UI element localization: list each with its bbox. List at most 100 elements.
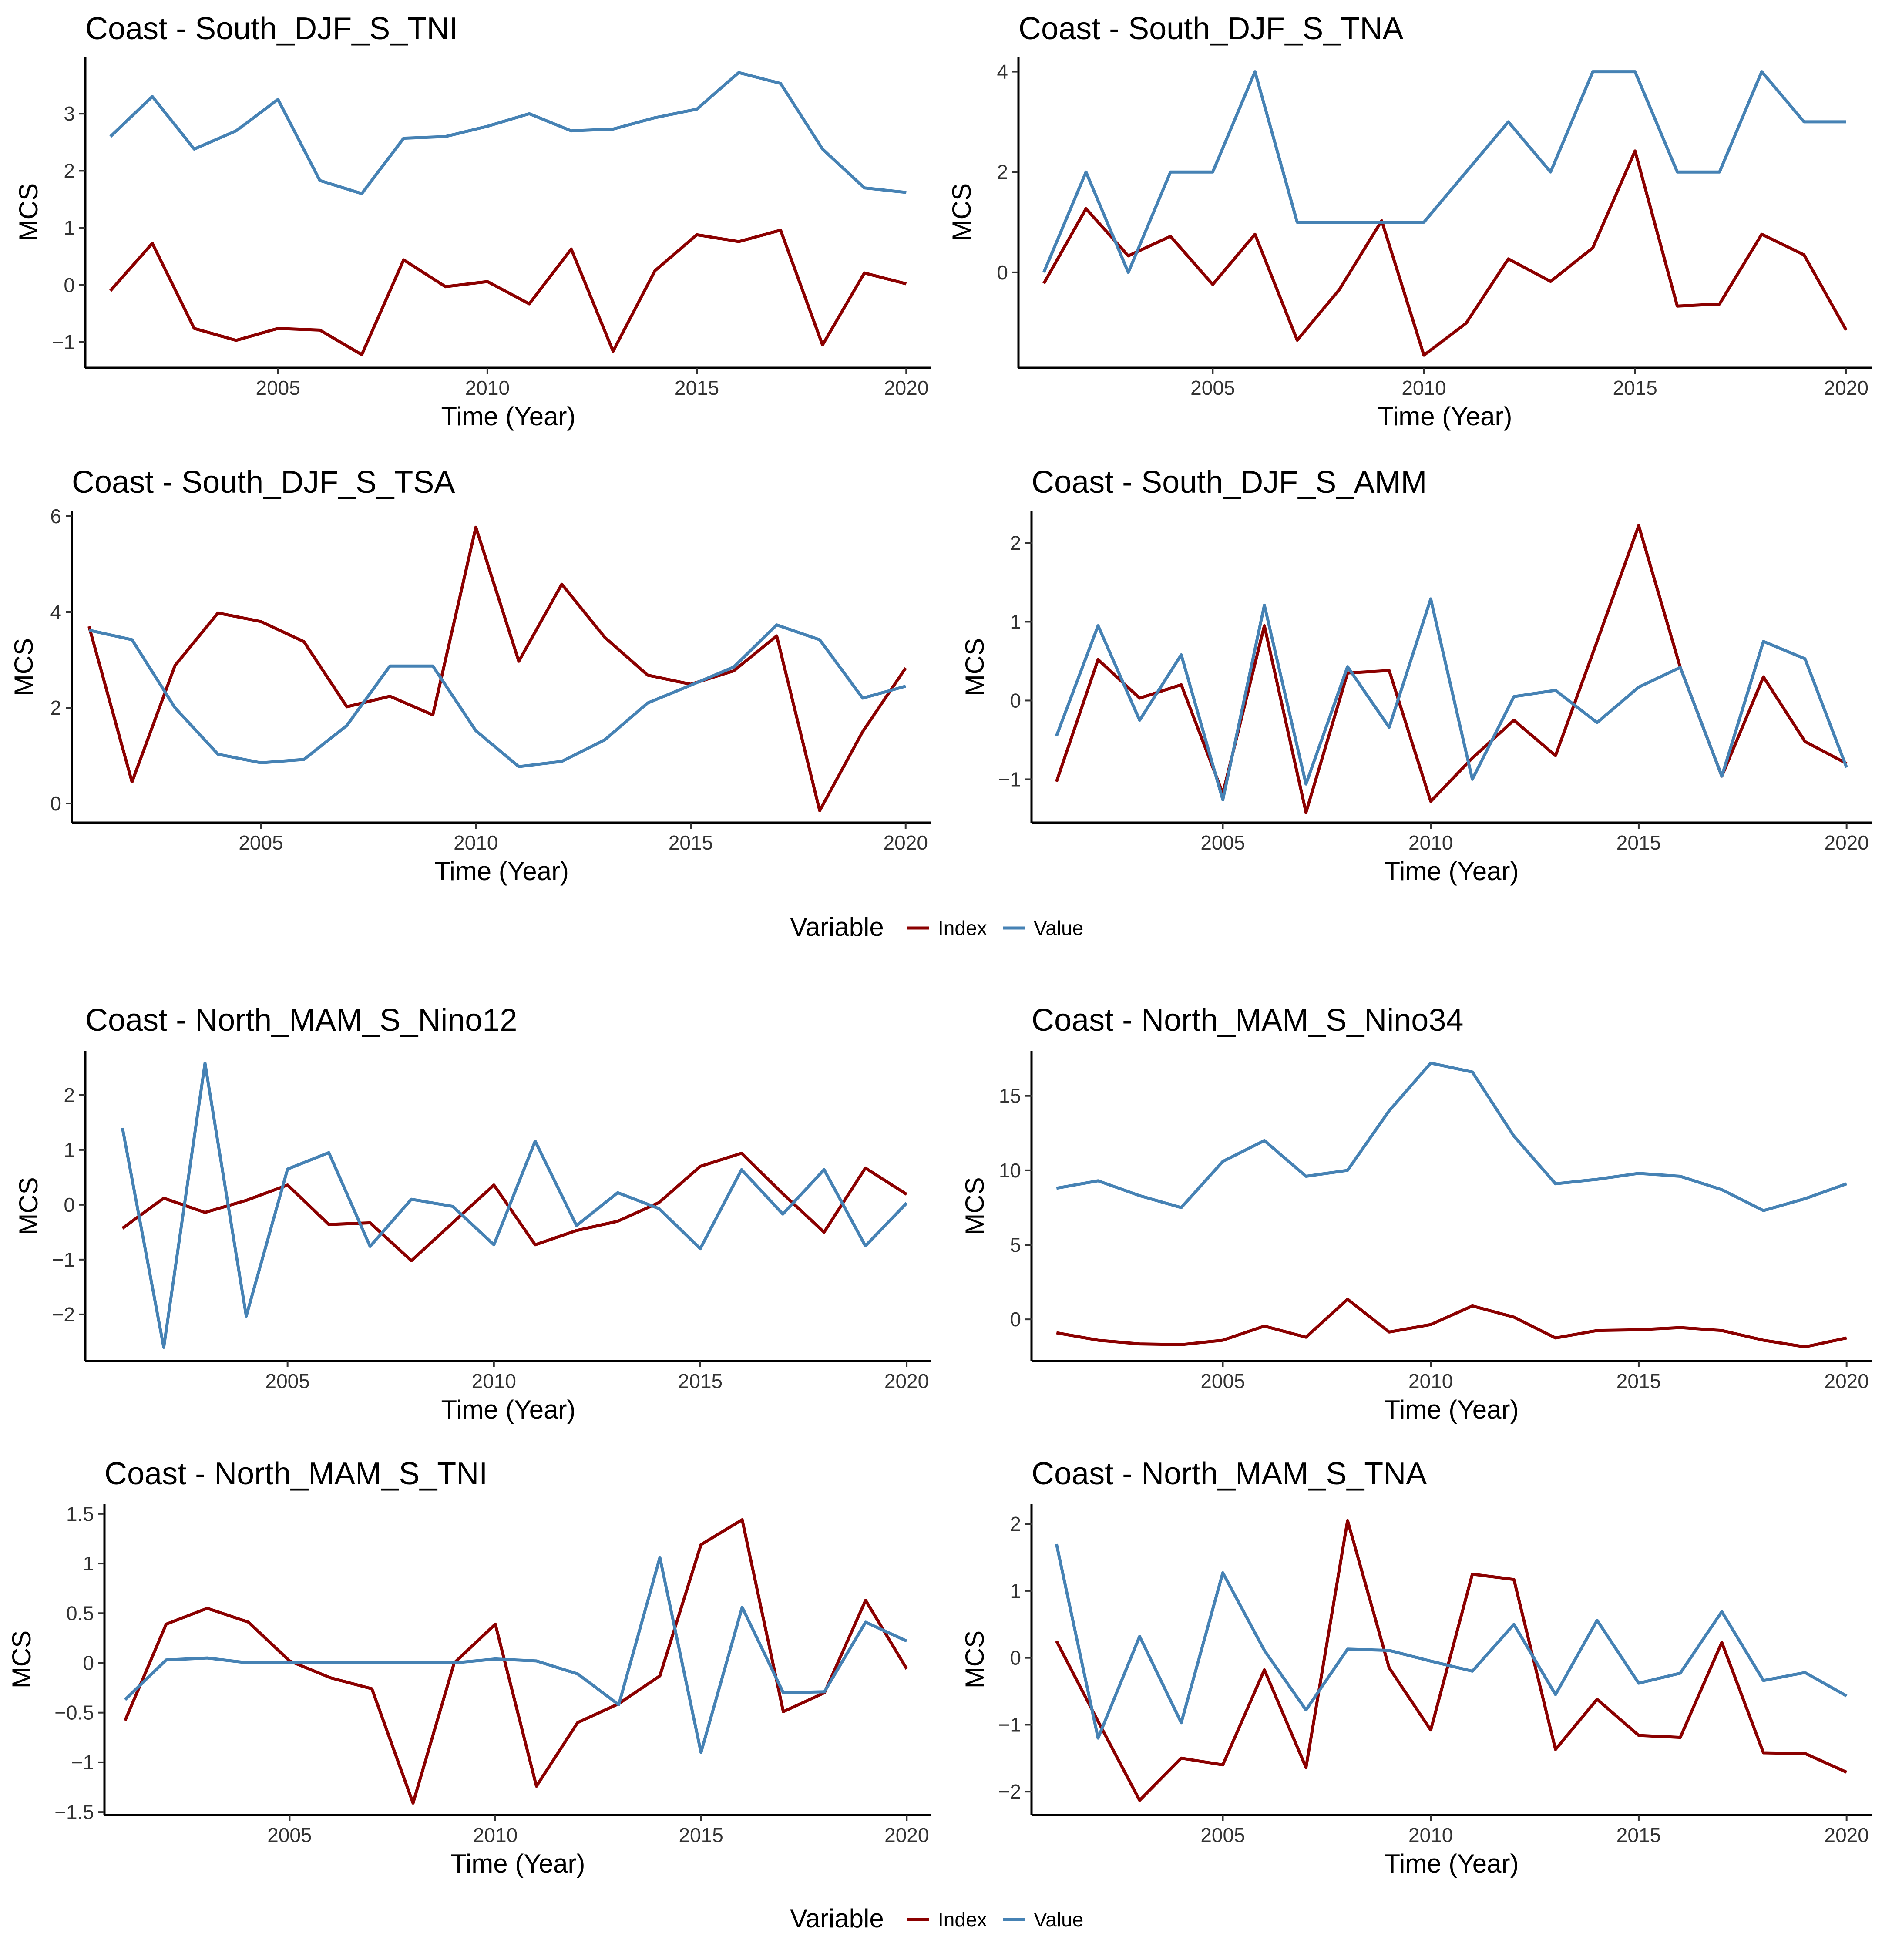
legend-label-value: Value (1034, 917, 1083, 939)
x-axis-label: Time (Year) (451, 1849, 585, 1878)
y-axis-label: MCS (960, 638, 989, 696)
y-tick-label: 0 (1010, 1308, 1021, 1331)
chart-title: Coast - South_DJF_S_TNI (85, 11, 458, 46)
y-tick-label: 0 (50, 792, 61, 815)
y-tick-label: −2 (998, 1780, 1021, 1803)
y-axis-label: MCS (9, 638, 38, 696)
x-tick-label: 2005 (1200, 831, 1245, 854)
series-line-index (109, 229, 907, 356)
y-tick-label: 2 (997, 161, 1008, 183)
x-tick-label: 2010 (465, 377, 510, 399)
series-line-index (1042, 149, 1848, 357)
x-tick-label: 2020 (1825, 831, 1869, 854)
x-tick-label: 2015 (1616, 1370, 1661, 1392)
y-tick-label: 4 (997, 61, 1008, 83)
chart-title: Coast - North_MAM_S_Nino34 (1032, 1003, 1463, 1038)
y-tick-label: 15 (999, 1085, 1021, 1107)
chart-title: Coast - South_DJF_S_TNA (1018, 11, 1403, 46)
legend-title: Variable (790, 1904, 884, 1933)
y-tick-label: 0 (1010, 689, 1021, 712)
y-tick-label: 0 (64, 1193, 75, 1216)
y-axis-label: MCS (14, 1177, 43, 1235)
series-line-value (1055, 597, 1848, 801)
legend-label-value: Value (1034, 1908, 1083, 1931)
y-tick-label: −1.5 (54, 1801, 94, 1823)
chart-title: Coast - South_DJF_S_AMM (1032, 465, 1427, 500)
series-line-value (1042, 70, 1846, 274)
chart-title: Coast - North_MAM_S_Nino12 (85, 1003, 517, 1038)
series-line-value (121, 1062, 908, 1349)
x-tick-label: 2005 (239, 831, 283, 854)
series-line-index (121, 1151, 907, 1262)
chart-title: Coast - North_MAM_S_TNI (104, 1456, 487, 1491)
y-tick-label: 1 (83, 1552, 94, 1575)
x-tick-label: 2010 (1408, 1370, 1453, 1392)
y-tick-label: 0 (997, 261, 1008, 284)
x-tick-label: 2015 (675, 377, 719, 399)
y-axis-label: MCS (960, 1631, 989, 1688)
chart-panel-north-mam-s-nino12: Coast - North_MAM_S_Nino12 −2 −1 0 1 2 2005 201… (14, 1003, 931, 1424)
x-axis-label: Time (Year) (434, 857, 569, 886)
y-tick-label: −2 (52, 1303, 75, 1326)
x-tick-label: 2020 (1824, 377, 1868, 399)
y-tick-label: 0.5 (66, 1602, 94, 1624)
x-tick-label: 2005 (256, 377, 300, 399)
x-tick-label: 2010 (473, 1824, 518, 1846)
y-tick-label: 0 (83, 1651, 94, 1674)
series-line-value (88, 623, 906, 768)
x-tick-label: 2010 (1401, 377, 1446, 399)
y-tick-label: 2 (1010, 1513, 1021, 1535)
x-tick-label: 2010 (454, 831, 498, 854)
y-tick-label: 1 (64, 217, 75, 239)
legend: Variable Index Value (790, 1904, 1083, 1933)
x-tick-label: 2010 (472, 1370, 516, 1392)
chart-panel-south-djf-s-tna: Coast - South_DJF_S_TNA 0 2 4 2005 2010 2015 20… (947, 11, 1872, 431)
legend-title: Variable (790, 912, 884, 941)
y-tick-label: 4 (50, 601, 61, 623)
y-tick-label: 1 (64, 1139, 75, 1161)
y-axis-label: MCS (14, 183, 43, 241)
x-axis-label: Time (Year) (1378, 402, 1512, 431)
legend: Variable Index Value (790, 912, 1083, 941)
y-tick-label: 5 (1010, 1234, 1021, 1256)
y-axis-label: MCS (947, 183, 976, 241)
chart-panel-south-djf-s-tni: Coast - South_DJF_S_TNI −1 0 1 2 3 2005 2010 201… (14, 11, 931, 431)
x-tick-label: 2010 (1408, 831, 1453, 854)
series-line-index (1056, 1298, 1847, 1348)
x-tick-label: 2005 (1190, 377, 1235, 399)
chart-panel-north-mam-s-tna: Coast - North_MAM_S_TNA −2 −1 0 1 2 2005 2010 20… (960, 1456, 1872, 1878)
x-tick-label: 2015 (679, 1824, 723, 1846)
y-axis-label: MCS (7, 1631, 36, 1688)
series-line-index (1055, 1519, 1848, 1802)
x-tick-label: 2020 (884, 831, 928, 854)
y-tick-label: −1 (52, 331, 75, 353)
legend-label-index: Index (938, 1908, 987, 1931)
chart-panel-north-mam-s-tni: Coast - North_MAM_S_TNI −1.5 −1 −0.5 0 0.5 1 1.… (7, 1456, 931, 1878)
y-tick-label: 2 (50, 696, 61, 719)
y-tick-label: 6 (50, 505, 61, 528)
x-tick-label: 2020 (1825, 1370, 1869, 1392)
x-axis-label: Time (Year) (1385, 1395, 1519, 1424)
x-tick-label: 2015 (1613, 377, 1657, 399)
x-tick-label: 2015 (678, 1370, 723, 1392)
y-tick-label: −1 (998, 1713, 1021, 1736)
y-tick-label: −1 (52, 1248, 75, 1271)
chart-title: Coast - South_DJF_S_TSA (72, 465, 455, 500)
series-line-index (87, 525, 907, 812)
x-tick-label: 2020 (884, 1824, 929, 1846)
x-tick-label: 2015 (1616, 1824, 1661, 1846)
x-axis-label: Time (Year) (1385, 857, 1519, 886)
x-tick-label: 2005 (265, 1370, 309, 1392)
y-tick-label: 1 (1010, 1580, 1021, 1602)
x-tick-label: 2020 (884, 1370, 929, 1392)
series-line-value (1056, 1061, 1847, 1212)
x-axis-label: Time (Year) (441, 1395, 576, 1424)
y-tick-label: 2 (64, 159, 75, 182)
x-tick-label: 2020 (1825, 1824, 1869, 1846)
y-tick-label: 0 (64, 274, 75, 296)
x-tick-label: 2010 (1408, 1824, 1453, 1846)
chart-panel-south-djf-s-amm: Coast - South_DJF_S_AMM −1 0 1 2 2005 2010 2015… (960, 465, 1872, 886)
x-axis-label: Time (Year) (1385, 1849, 1519, 1878)
